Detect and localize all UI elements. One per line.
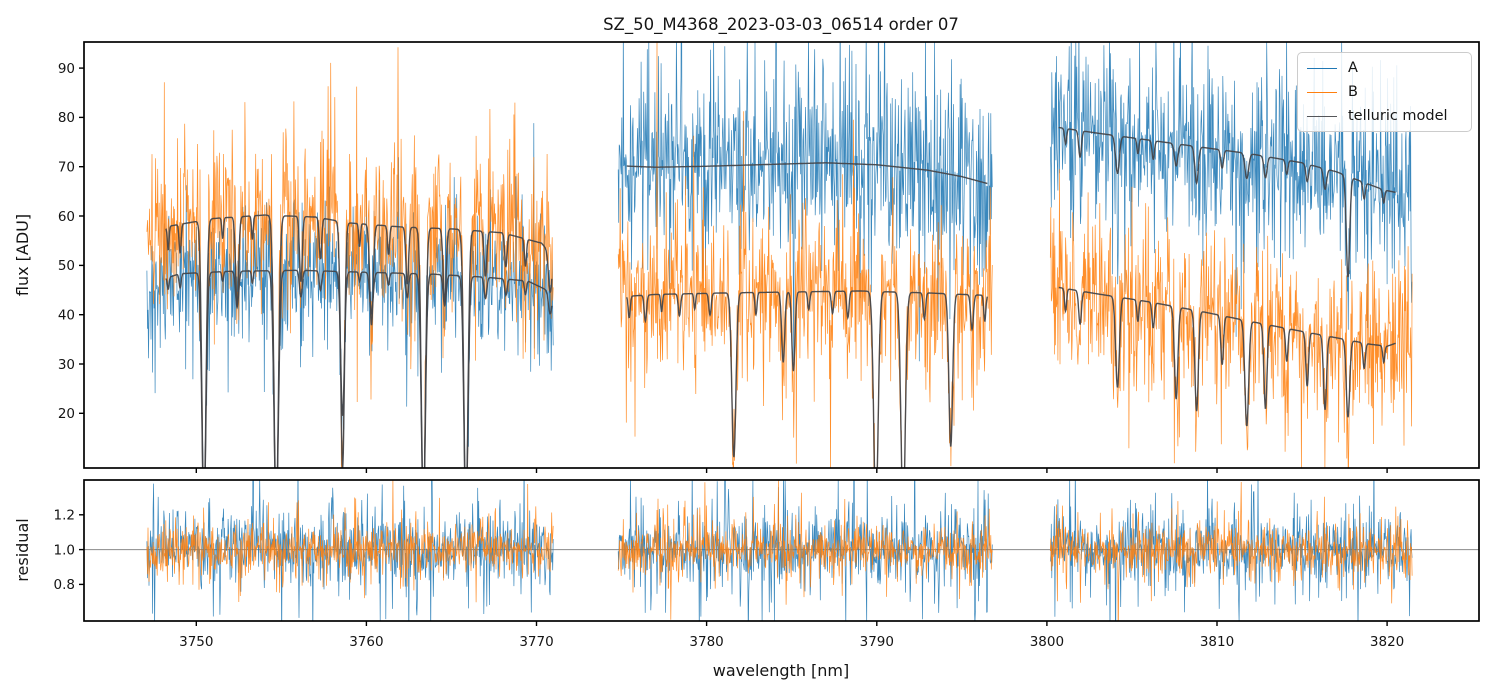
- series-a-line: [1049, 42, 1413, 337]
- y-tick-label: 0.8: [54, 577, 75, 593]
- flux-data-layer: [146, 42, 1413, 468]
- residual-panel-border: [83, 479, 1480, 622]
- legend-label-telluric: telluric model: [1348, 107, 1448, 124]
- legend-label-a: A: [1348, 59, 1358, 76]
- telluric-model-line-a: [626, 162, 988, 185]
- y-tick-label: 80: [58, 110, 75, 126]
- x-tick-label: 3810: [1200, 634, 1234, 650]
- x-tick-label: 3790: [860, 634, 894, 650]
- plot-title: SZ_50_M4368_2023-03-03_06514 order 07: [603, 15, 959, 35]
- y-tick-label: 90: [58, 61, 75, 77]
- series-b-line: [1049, 169, 1413, 468]
- residual-series-b: [146, 480, 554, 603]
- y-tick-label: 1.2: [54, 508, 75, 524]
- residual-series-a: [146, 480, 554, 621]
- x-tick-label: 3770: [519, 634, 553, 650]
- y-tick-label: 40: [58, 308, 75, 324]
- legend-label-b: B: [1348, 83, 1358, 100]
- flux-panel-border: [83, 41, 1480, 469]
- flux-y-axis-label: flux [ADU]: [13, 214, 32, 296]
- y-tick-label: 20: [58, 406, 75, 422]
- residual-series-a: [617, 480, 993, 621]
- residual-data-layer: [146, 480, 1413, 621]
- series-a-line: [617, 42, 993, 362]
- legend-item-a: A: [1307, 61, 1471, 76]
- residual-y-axis-label: residual: [13, 518, 32, 581]
- x-tick-label: 3780: [689, 634, 723, 650]
- x-tick-label: 3750: [179, 634, 213, 650]
- legend-line-a-icon: [1307, 67, 1337, 69]
- telluric-model-line-a: [1058, 126, 1396, 278]
- legend-item-b: B: [1307, 85, 1471, 100]
- telluric-model-line-a: [165, 269, 553, 468]
- legend-line-telluric-icon: [1307, 115, 1337, 117]
- legend: A B telluric model: [1297, 52, 1472, 132]
- legend-line-b-icon: [1307, 91, 1337, 93]
- y-tick-label: 30: [58, 357, 75, 373]
- series-b-line: [617, 42, 993, 468]
- x-tick-label: 3760: [349, 634, 383, 650]
- residual-series-b: [1049, 481, 1413, 621]
- y-tick-label: 50: [58, 258, 75, 274]
- x-axis-label: wavelength [nm]: [713, 661, 850, 680]
- legend-item-telluric: telluric model: [1307, 109, 1471, 124]
- y-tick-label: 1.0: [54, 542, 75, 558]
- residual-series-b: [617, 480, 993, 620]
- telluric-model-line-b: [165, 214, 553, 468]
- telluric-model-line-b: [626, 290, 988, 468]
- y-tick-label: 70: [58, 160, 75, 176]
- telluric-model-line-b: [1058, 286, 1396, 427]
- series-b-line: [146, 47, 554, 468]
- x-tick-label: 3820: [1370, 634, 1404, 650]
- y-tick-label: 60: [58, 209, 75, 225]
- x-tick-label: 3800: [1030, 634, 1064, 650]
